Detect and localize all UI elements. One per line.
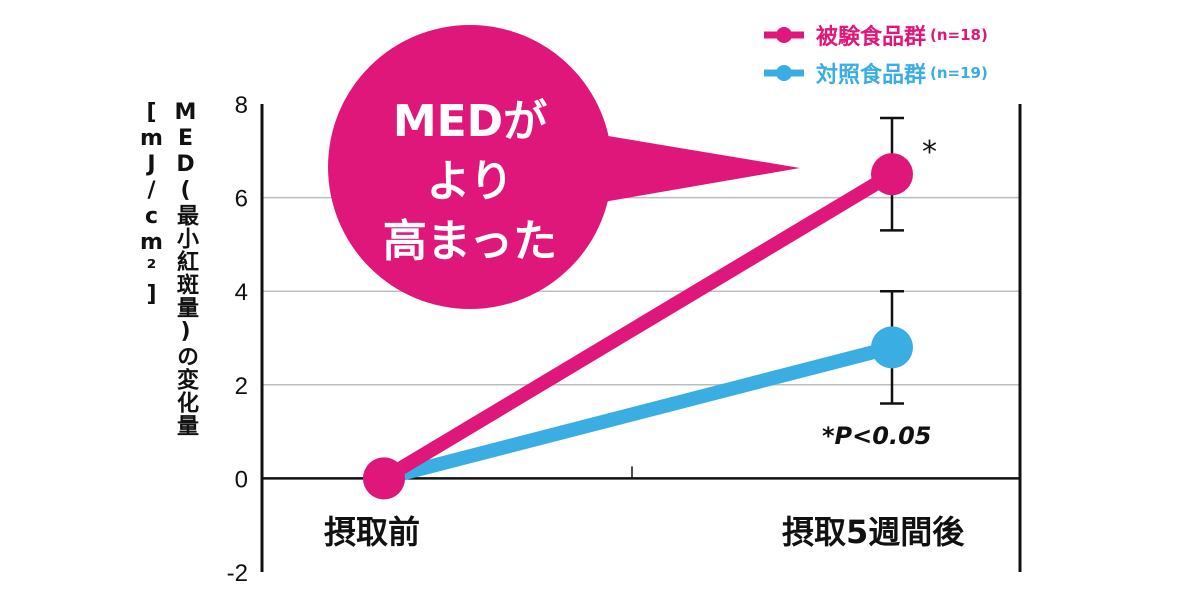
series-line-0 <box>377 167 899 486</box>
callout-bubble <box>328 25 612 309</box>
legend-marker-control <box>764 65 804 81</box>
y-tick-label-6: 6 <box>235 186 248 213</box>
y-tick-label-4: 4 <box>235 279 248 306</box>
callout-line-1: MEDが <box>392 96 548 147</box>
y-tick-label-0: 0 <box>235 466 248 493</box>
p-value-annotation: *P<0.05 <box>822 422 932 450</box>
legend-n-test: (n=18) <box>930 26 988 44</box>
legend-label-control: 対照食品群 <box>816 63 927 88</box>
callout-bubble-tail <box>560 128 800 206</box>
legend-marker-test <box>764 27 804 43</box>
legend-item-control: 対照食品群 (n=19) <box>760 58 988 88</box>
legend-n-control: (n=19) <box>930 64 988 82</box>
y-axis-label: MED(最小紅斑量)の変化量[mJ/cm²] <box>139 100 198 437</box>
data-point-1-1 <box>871 326 913 369</box>
callout-text: MEDが より 高まった <box>340 92 600 272</box>
y-tick-label-2: 2 <box>235 373 248 400</box>
y-tick-label--2: -2 <box>227 560 248 587</box>
legend-item-test: 被験食品群 (n=18) <box>760 20 988 50</box>
data-point-0-1 <box>871 153 913 196</box>
data-point-0-0 <box>363 457 405 500</box>
x-category-label-0: 摂取前 <box>324 513 421 551</box>
series-line-1 <box>377 340 899 486</box>
significance-marker: * <box>922 135 937 170</box>
callout-line-3: 高まった <box>382 216 558 267</box>
x-category-label-1: 摂取5週間後 <box>782 513 965 551</box>
callout-line-2: より <box>426 156 514 207</box>
y-tick-label-8: 8 <box>235 92 248 119</box>
legend-label-test: 被験食品群 <box>816 25 927 50</box>
